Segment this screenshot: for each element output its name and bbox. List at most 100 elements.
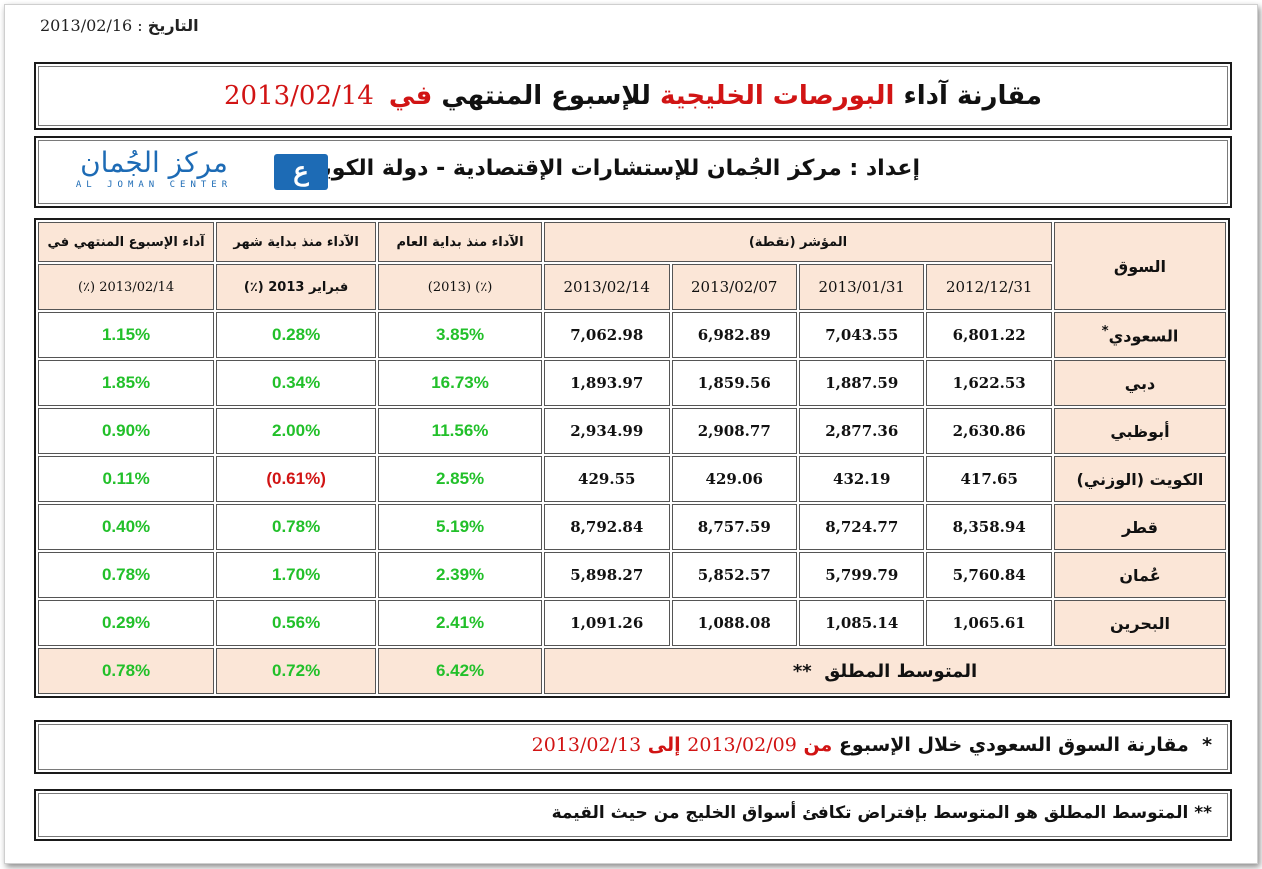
mtd-performance: 0.28%: [216, 312, 377, 358]
table-subheader-row: 2012/12/31 2013/01/31 2013/02/07 2013/02…: [38, 264, 1226, 310]
market-label: السعودي: [1108, 326, 1179, 346]
index-value: 429.06: [671, 456, 797, 502]
week-performance: 0.40%: [38, 504, 215, 550]
market-name: قطر: [1053, 504, 1226, 550]
index-value: 8,792.84: [544, 504, 670, 550]
prepared-separator: :: [841, 156, 866, 181]
footnote-date-to: 2013/02/13: [531, 734, 642, 756]
market-name: عُمان: [1053, 552, 1226, 598]
table-row: الكويت (الوزني) 417.65 432.19 429.06 429…: [38, 456, 1226, 502]
mtd-performance: 0.34%: [216, 360, 377, 406]
index-value: 432.19: [798, 456, 925, 502]
table-row: أبوظبي 2,630.86 2,877.36 2,908.77 2,934.…: [38, 408, 1226, 454]
footnote-saudi-main: مقارنة السوق السعودي خلال الإسبوع: [838, 734, 1189, 756]
date-separator: :: [132, 16, 148, 35]
week-performance: 0.11%: [38, 456, 215, 502]
market-name: السعودي*: [1053, 312, 1226, 358]
footnote-average-main: المتوسط المطلق هو المتوسط بإفتراض تكافئ …: [551, 803, 1189, 823]
index-date-4: 2013/02/14: [544, 264, 670, 310]
index-value: 1,091.26: [544, 600, 670, 646]
index-value: 6,982.89: [671, 312, 797, 358]
date-value: 2013/02/16: [40, 16, 133, 35]
index-value: 2,934.99: [544, 408, 670, 454]
table-row: دبي 1,622.53 1,887.59 1,859.56 1,893.97 …: [38, 360, 1226, 406]
index-value: 1,893.97: [544, 360, 670, 406]
week-performance: 0.29%: [38, 600, 215, 646]
average-mtd: 0.72%: [216, 648, 377, 694]
date-label: التاريخ: [147, 16, 199, 35]
market-name: دبي: [1053, 360, 1226, 406]
index-value: 2,630.86: [926, 408, 1052, 454]
average-label: المتوسط المطلق **: [544, 648, 1226, 694]
title-part4: في: [388, 81, 433, 111]
logo-badge-icon: ع: [274, 154, 328, 190]
mtd-performance: 2.00%: [216, 408, 377, 454]
market-name: الكويت (الوزني): [1053, 456, 1226, 502]
mtd-performance: 0.78%: [216, 504, 377, 550]
index-date-3: 2013/02/07: [671, 264, 797, 310]
index-date-1: 2012/12/31: [926, 264, 1052, 310]
prepared-label: إعداد: [865, 156, 920, 181]
footnote-average-text: ** المتوسط المطلق هو المتوسط بإفتراض تكا…: [552, 803, 1212, 823]
market-footnote-mark: *: [1101, 324, 1109, 340]
col-week-subheader: 2013/02/14 (٪): [38, 264, 215, 310]
average-label-text: المتوسط المطلق: [824, 660, 978, 682]
index-value: 8,757.59: [671, 504, 797, 550]
footnote-saudi: * مقارنة السوق السعودي خلال الإسبوع من 2…: [34, 720, 1232, 774]
prepared-org: مركز الجُمان للإستشارات الإقتصادية - دول…: [300, 156, 842, 181]
average-ytd: 6.42%: [378, 648, 543, 694]
title-part2: البورصات الخليجية: [659, 81, 895, 111]
index-value: 8,358.94: [926, 504, 1052, 550]
footnote-mark: **: [1194, 803, 1212, 823]
week-performance: 0.78%: [38, 552, 215, 598]
index-value: 1,065.61: [926, 600, 1052, 646]
footnote-from: من: [803, 734, 833, 756]
market-name: البحرين: [1053, 600, 1226, 646]
index-value: 6,801.22: [926, 312, 1052, 358]
report-date: التاريخ : 2013/02/16: [40, 16, 199, 35]
col-market-header: السوق: [1053, 222, 1226, 310]
title-part1: مقارنة آداء: [903, 81, 1043, 111]
index-value: 2,877.36: [798, 408, 925, 454]
ytd-performance: 5.19%: [378, 504, 543, 550]
index-value: 2,908.77: [671, 408, 797, 454]
week-performance: 0.90%: [38, 408, 215, 454]
ytd-performance: 3.85%: [378, 312, 543, 358]
index-value: 1,622.53: [926, 360, 1052, 406]
index-value: 417.65: [926, 456, 1052, 502]
index-value: 1,088.08: [671, 600, 797, 646]
logo-english: AL JOMAN CENTER: [75, 180, 233, 190]
title-date: 2013/02/14: [223, 81, 374, 111]
col-ytd-header: الآداء منذ بداية العام: [378, 222, 543, 262]
average-week: 0.78%: [38, 648, 215, 694]
title-part3: للإسبوع المنتهي: [441, 81, 651, 111]
footnote-mark: *: [1202, 734, 1212, 756]
table-header-row: السوق المؤشر (نقطة) الآداء منذ بداية الع…: [38, 222, 1226, 310]
index-value: 5,799.79: [798, 552, 925, 598]
index-value: 1,085.14: [798, 600, 925, 646]
footnote-average: ** المتوسط المطلق هو المتوسط بإفتراض تكا…: [34, 789, 1232, 841]
logo-arabic: مركز الجُمان: [80, 146, 228, 179]
average-row: المتوسط المطلق ** 6.42% 0.72% 0.78%: [38, 648, 1226, 694]
week-performance: 1.15%: [38, 312, 215, 358]
col-mtd-subheader: فبراير 2013 (٪): [216, 264, 377, 310]
average-footnote-mark: **: [792, 660, 812, 682]
index-value: 7,062.98: [544, 312, 670, 358]
table-row: قطر 8,358.94 8,724.77 8,757.59 8,792.84 …: [38, 504, 1226, 550]
week-performance: 1.85%: [38, 360, 215, 406]
index-value: 8,724.77: [798, 504, 925, 550]
joman-logo: ع مركز الجُمان AL JOMAN CENTER: [42, 146, 330, 192]
mtd-performance: 0.56%: [216, 600, 377, 646]
ytd-performance: 2.41%: [378, 600, 543, 646]
report-title: مقارنة آداء البورصات الخليجية للإسبوع ال…: [34, 62, 1232, 130]
index-value: 5,852.57: [671, 552, 797, 598]
markets-table: السوق المؤشر (نقطة) الآداء منذ بداية الع…: [34, 218, 1230, 698]
ytd-performance: 2.39%: [378, 552, 543, 598]
index-date-2: 2013/01/31: [798, 264, 925, 310]
col-mtd-header: الآداء منذ بداية شهر: [216, 222, 377, 262]
col-week-header: آداء الإسبوع المنتهي في: [38, 222, 215, 262]
table-row: عُمان 5,760.84 5,799.79 5,852.57 5,898.2…: [38, 552, 1226, 598]
footnote-to: إلى: [647, 734, 681, 756]
col-index-header: المؤشر (نقطة): [544, 222, 1052, 262]
mtd-performance: 1.70%: [216, 552, 377, 598]
